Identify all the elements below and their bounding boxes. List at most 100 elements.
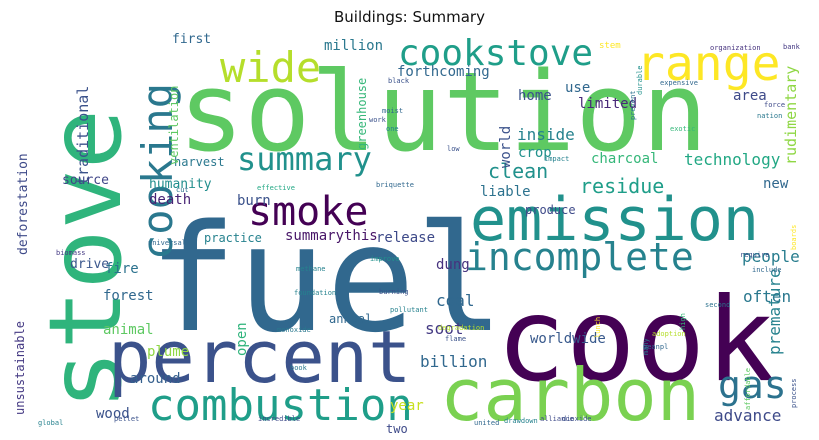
- word-advance: advance: [714, 406, 781, 425]
- word-methane: methane: [296, 265, 326, 273]
- word-dioxide: dioxide: [562, 415, 592, 423]
- word-stem: stem: [599, 41, 621, 51]
- word-rudimentary: rudimentary: [782, 66, 800, 165]
- word-global: global: [38, 419, 63, 427]
- word-burning: burning: [379, 288, 409, 296]
- word-flame: flame: [445, 335, 466, 343]
- word-universal: universal: [148, 239, 186, 247]
- word-charcoal: charcoal: [591, 151, 658, 167]
- word-plume: plume: [147, 344, 189, 360]
- word-gas: gas: [718, 363, 787, 407]
- word-effective: effective: [257, 184, 295, 192]
- word-smoke: smoke: [248, 189, 368, 235]
- word-low: low: [447, 145, 460, 153]
- word-practice: practice: [204, 231, 262, 245]
- word-second: second: [705, 301, 730, 309]
- word-improve: improve: [370, 255, 400, 263]
- word-release: release: [376, 230, 435, 246]
- word-million: million: [324, 38, 383, 54]
- word-lunch: lunch: [594, 317, 602, 338]
- word-adoption: adoption: [652, 330, 686, 338]
- word-exotic: exotic: [670, 125, 695, 133]
- word-wide: wide: [220, 43, 321, 92]
- word-often: often: [743, 287, 791, 306]
- word-pellet: pellet: [114, 415, 139, 423]
- word-summarythis: summarythis: [285, 228, 378, 244]
- word-biomass: biomass: [56, 249, 86, 257]
- word-incomplete: incomplete: [465, 235, 694, 279]
- word-bank: bank: [783, 43, 801, 51]
- word-emission: emission: [470, 185, 759, 255]
- word-force: force: [764, 101, 785, 109]
- word-cookstove: cookstove: [398, 33, 593, 74]
- chart-title: Buildings: Summary: [334, 8, 485, 26]
- word-moist: moist: [382, 107, 403, 115]
- word-traditional: traditional: [74, 86, 92, 185]
- word-one: one: [386, 125, 399, 133]
- word-black: black: [388, 77, 410, 85]
- word-death: death: [149, 192, 191, 208]
- word-inside: inside: [517, 125, 575, 144]
- word-burn: burn: [237, 193, 271, 209]
- word-around: around: [130, 371, 181, 387]
- word-source: source: [62, 173, 109, 188]
- word-area: area: [733, 88, 767, 104]
- word-dung: dung: [436, 257, 470, 273]
- word-book: book: [290, 364, 308, 372]
- word-pollutant: pollutant: [390, 306, 428, 314]
- word-forest: forest: [103, 288, 154, 304]
- word-alliance: alliance: [540, 415, 574, 423]
- word-first: first: [172, 32, 211, 47]
- word-new: new: [763, 176, 789, 192]
- word-coal: coal: [436, 291, 475, 310]
- word-affordable: affordable: [744, 368, 752, 410]
- word-organization: organization: [710, 44, 761, 52]
- word-humanity: humanity: [149, 177, 212, 192]
- word-drive: drive: [70, 257, 109, 272]
- word-include: include: [752, 266, 782, 274]
- word-require: require: [740, 251, 770, 259]
- word-worldwide: worldwide: [530, 331, 606, 347]
- word-united: united: [474, 419, 499, 427]
- word-process: process: [790, 378, 798, 408]
- word-cook: cook: [496, 273, 775, 408]
- word-boards: boards: [790, 225, 798, 250]
- word-use: use: [565, 80, 590, 96]
- word-range: range: [636, 36, 781, 92]
- word-meanpl: meanpl: [643, 343, 668, 351]
- word-incredible: incredible: [258, 415, 300, 423]
- word-briquette: briquette: [376, 181, 414, 189]
- word-durable: durable: [636, 65, 644, 95]
- word-wood: wood: [96, 406, 130, 422]
- word-produce: produce: [525, 203, 576, 217]
- word-combustion: combustion: [148, 380, 413, 431]
- word-billion: billion: [420, 352, 487, 371]
- word-two: two: [386, 422, 408, 436]
- word-open: open: [234, 322, 250, 356]
- word-solution: solution: [178, 48, 708, 176]
- word-drawdown: drawdown: [504, 417, 538, 425]
- word-nation: nation: [757, 112, 782, 120]
- word-residue: residue: [580, 174, 664, 198]
- word-animal: animal: [103, 322, 154, 338]
- word-ventilation: ventilation: [167, 86, 181, 165]
- word-limited: limited: [578, 96, 637, 112]
- word-soot: soot: [425, 319, 464, 338]
- word-impact: impact: [544, 155, 569, 163]
- word-summary: summary: [237, 140, 372, 178]
- word-crop: crop: [518, 145, 552, 161]
- word-technology: technology: [684, 150, 781, 169]
- word-world: world: [498, 126, 514, 168]
- word-deforestation: deforestation: [16, 153, 31, 255]
- word-percent: percent: [108, 315, 411, 399]
- word-cooking: cooking: [133, 83, 182, 260]
- word-greenhouse: greenhouse: [355, 78, 369, 150]
- word-home: home: [518, 88, 552, 104]
- word-foundation: foundation: [294, 289, 336, 297]
- word-degradation: degradation: [438, 324, 484, 332]
- word-fuel: fuel: [148, 193, 504, 365]
- word-prevent: prevent: [629, 90, 637, 120]
- word-year: year: [390, 398, 424, 414]
- word-forthcoming: forthcoming: [397, 64, 490, 80]
